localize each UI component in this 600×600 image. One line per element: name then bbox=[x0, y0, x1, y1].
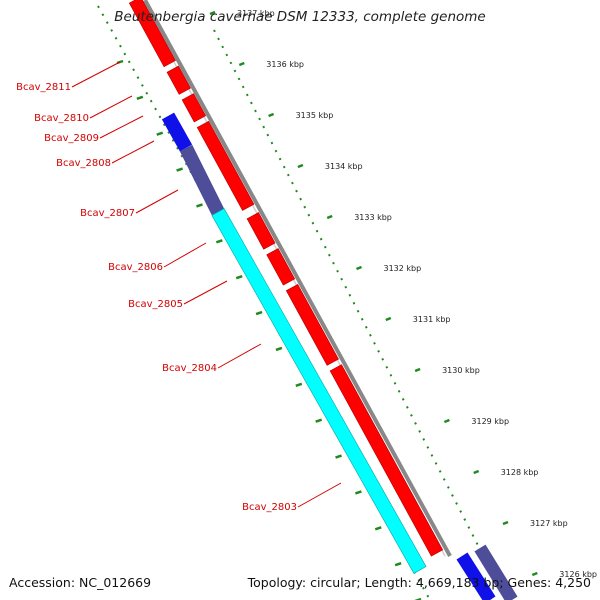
gene-leader-line bbox=[71, 61, 121, 88]
kbp-tick-label: 3127 kbp bbox=[530, 519, 568, 528]
dotted-guide-1 bbox=[213, 29, 507, 600]
inner-major-tick bbox=[255, 310, 263, 316]
gene-label: Bcav_2811 bbox=[16, 82, 71, 93]
forward-gene-arrow bbox=[285, 284, 339, 366]
kbp-tick-label: 3126 kbp bbox=[559, 570, 597, 579]
inner-major-tick bbox=[394, 561, 402, 567]
gene-leader-line bbox=[217, 343, 262, 369]
accession-text: Accession: NC_012669 bbox=[9, 575, 152, 590]
inner-major-tick bbox=[275, 346, 283, 352]
inner-major-tick bbox=[196, 203, 203, 208]
forward-gene-arrow bbox=[181, 93, 207, 123]
gene-bcav-2808-block bbox=[161, 112, 193, 152]
tick-mark bbox=[531, 571, 538, 577]
kbp-tick-label: 3137 kbp bbox=[237, 9, 275, 18]
kbp-tick-label: 3131 kbp bbox=[413, 315, 451, 324]
forward-gene-arrow bbox=[166, 65, 191, 95]
kbp-tick-label: 3134 kbp bbox=[325, 162, 363, 171]
gene-leader-line bbox=[297, 482, 342, 508]
gene-bcav-2804-block bbox=[211, 208, 427, 574]
kbp-tick-label: 3129 kbp bbox=[471, 417, 509, 426]
inner-major-tick bbox=[335, 454, 342, 459]
forward-gene-arrow bbox=[266, 248, 296, 286]
tick-mark bbox=[443, 418, 450, 424]
backbone-line bbox=[143, 0, 452, 557]
gene-leader-line bbox=[183, 280, 228, 305]
gene-leader-line bbox=[135, 189, 179, 214]
inner-major-tick bbox=[414, 597, 422, 600]
tick-mark bbox=[356, 265, 362, 271]
lower-slate-gene bbox=[474, 544, 518, 600]
genome-summary-text: Topology: circular; Length: 4,669,183 bp… bbox=[247, 575, 591, 590]
kbp-tick-label: 3136 kbp bbox=[266, 60, 304, 69]
gene-label: Bcav_2803 bbox=[242, 502, 297, 513]
kbp-tick-label: 3132 kbp bbox=[384, 264, 422, 273]
inner-major-tick bbox=[156, 131, 164, 136]
inner-major-tick bbox=[315, 418, 323, 423]
inner-major-tick bbox=[235, 275, 243, 280]
inner-major-tick bbox=[136, 95, 144, 101]
gene-leader-line bbox=[89, 95, 133, 119]
tick-mark bbox=[209, 10, 216, 16]
inner-major-tick bbox=[295, 382, 303, 387]
gene-leader-line bbox=[111, 140, 155, 164]
map-title: Beutenbergia cavernae DSM 12333, complet… bbox=[114, 9, 486, 25]
gene-label: Bcav_2805 bbox=[128, 299, 183, 310]
forward-gene-arrow bbox=[246, 212, 276, 250]
kbp-tick-label: 3133 kbp bbox=[354, 213, 392, 222]
gene-bcav-2807-block bbox=[179, 144, 225, 216]
inner-major-tick bbox=[374, 526, 382, 531]
tick-mark bbox=[238, 61, 245, 67]
gene-label: Bcav_2804 bbox=[162, 363, 217, 374]
inner-major-tick bbox=[215, 239, 223, 244]
gene-label: Bcav_2810 bbox=[34, 113, 89, 124]
tick-mark bbox=[297, 163, 304, 169]
forward-gene-arrow bbox=[329, 364, 444, 557]
tick-mark bbox=[502, 520, 509, 526]
inner-major-tick bbox=[355, 490, 362, 495]
forward-gene-arrow bbox=[196, 120, 255, 211]
gene-leader-line bbox=[99, 115, 144, 139]
kbp-tick-label: 3135 kbp bbox=[296, 111, 334, 120]
gene-label: Bcav_2808 bbox=[56, 158, 111, 169]
gene-label: Bcav_2809 bbox=[44, 133, 99, 144]
inner-major-tick bbox=[176, 167, 183, 172]
gene-tracks bbox=[128, 0, 518, 600]
tick-mark bbox=[414, 367, 421, 373]
gene-leader-line bbox=[163, 242, 207, 268]
gene-label: Bcav_2807 bbox=[80, 208, 135, 219]
tick-mark bbox=[326, 214, 333, 220]
lower-blue-gene bbox=[456, 552, 496, 600]
gene-label: Bcav_2806 bbox=[108, 262, 163, 273]
forward-gene-arrow bbox=[128, 0, 176, 68]
kbp-tick-label: 3128 kbp bbox=[501, 468, 539, 477]
tick-mark bbox=[385, 316, 392, 322]
gene-label-layer: Bcav_2811 Bcav_2810 Bcav_2809 Bcav_2808 Bcav… bbox=[16, 61, 342, 513]
tick-mark bbox=[473, 469, 480, 475]
kbp-tick-label: 3130 kbp bbox=[442, 366, 480, 375]
kbp-tick-labels: 3137 kbp 3136 kbp 3135 kbp 3134 kbp 3133 kbp… bbox=[209, 9, 597, 579]
tick-mark bbox=[268, 112, 275, 118]
